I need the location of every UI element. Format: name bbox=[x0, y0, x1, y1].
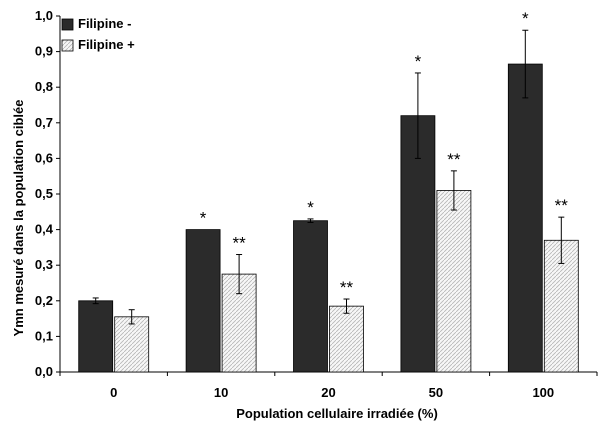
legend-swatch-filipine-plus bbox=[61, 39, 74, 52]
bar-filipine-minus bbox=[507, 63, 543, 373]
x-tick-label: 0 bbox=[110, 385, 117, 400]
significance-marker: * bbox=[522, 9, 529, 28]
significance-marker: ** bbox=[340, 278, 354, 297]
legend: Filipine - Filipine + bbox=[61, 16, 135, 52]
x-tick-label: 50 bbox=[429, 385, 443, 400]
y-tick-label: 0,7 bbox=[35, 115, 53, 130]
legend-label-filipine-minus: Filipine - bbox=[78, 16, 131, 31]
y-tick-label: 0,0 bbox=[35, 364, 53, 379]
legend-swatch-filipine-minus bbox=[61, 18, 74, 31]
y-tick-label: 0,9 bbox=[35, 44, 53, 59]
bar-filipine-minus bbox=[293, 220, 328, 373]
bar-filipine-minus bbox=[185, 229, 221, 373]
x-tick-label: 10 bbox=[214, 385, 228, 400]
significance-marker: ** bbox=[447, 150, 461, 169]
bar-filipine-plus bbox=[436, 190, 472, 373]
significance-marker: * bbox=[200, 209, 207, 228]
x-tick-label: 100 bbox=[532, 385, 554, 400]
y-tick-label: 0,1 bbox=[35, 328, 53, 343]
axes bbox=[56, 15, 598, 376]
y-tick-label: 1,0 bbox=[35, 8, 53, 23]
significance-marker: ** bbox=[555, 196, 569, 215]
significance-marker: ** bbox=[232, 234, 246, 253]
y-tick-label: 0,6 bbox=[35, 150, 53, 165]
y-tick-label: 0,4 bbox=[35, 222, 54, 237]
tick-labels: 0,0 0,1 0,2 0,3 0,4 0,5 0,6 0,7 0,8 0,9 1,0 0 10 20 50… bbox=[35, 8, 554, 400]
significance-marker: * bbox=[415, 52, 422, 71]
significance-marker: * bbox=[307, 198, 314, 217]
x-axis-title: Population cellulaire irradiée (%) bbox=[236, 406, 438, 421]
bar-filipine-minus bbox=[78, 300, 114, 373]
y-tick-label: 0,3 bbox=[35, 257, 53, 272]
y-axis-title: Ymn mesuré dans la population ciblée bbox=[11, 100, 26, 337]
y-tick-label: 0,5 bbox=[35, 186, 53, 201]
y-tick-label: 0,8 bbox=[35, 79, 53, 94]
legend-label-filipine-plus: Filipine + bbox=[78, 37, 135, 52]
y-tick-label: 0,2 bbox=[35, 293, 53, 308]
bars: ************ bbox=[78, 9, 579, 373]
bar-filipine-plus bbox=[329, 305, 364, 373]
x-tick-label: 20 bbox=[321, 385, 335, 400]
bar-filipine-plus bbox=[114, 316, 150, 373]
